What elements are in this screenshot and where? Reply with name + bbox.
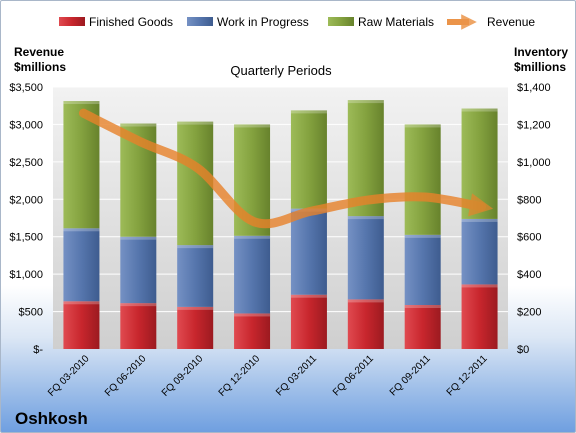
bar-raw-materials-highlight bbox=[177, 121, 214, 125]
right-tick-label: $0 bbox=[517, 344, 529, 356]
left-axis-title-line1: Revenue bbox=[14, 45, 64, 59]
bar-work-in-progress-highlight bbox=[63, 228, 100, 232]
bar-finished-goods-highlight bbox=[234, 313, 271, 317]
revenue-series-line bbox=[78, 108, 494, 229]
bar-raw-materials bbox=[404, 124, 441, 235]
bar-work-in-progress bbox=[347, 216, 384, 300]
bar-finished-goods bbox=[404, 305, 441, 349]
left-tick-label: $3,000 bbox=[9, 119, 43, 131]
bar-raw-materials-highlight bbox=[290, 110, 327, 114]
bar-work-in-progress bbox=[234, 235, 271, 314]
left-axis-title-line2: $millions bbox=[14, 60, 66, 74]
bar-work-in-progress-highlight bbox=[461, 218, 498, 222]
bar-finished-goods-highlight bbox=[177, 306, 214, 310]
category-label: FQ 03-2010 bbox=[46, 353, 92, 399]
left-tick-label: $2,500 bbox=[9, 157, 43, 169]
right-tick-label: $800 bbox=[517, 194, 541, 206]
right-axis-ticks: $0 $200 $400 $600 $800 $1,000 $1,200 $1,400 bbox=[517, 82, 551, 356]
bar-finished-goods bbox=[120, 303, 157, 349]
legend-label-revenue: Revenue bbox=[487, 15, 535, 29]
right-axis-title-line1: Inventory bbox=[514, 45, 568, 59]
left-tick-label: $- bbox=[33, 344, 43, 356]
left-tick-label: $2,000 bbox=[9, 194, 43, 206]
bars bbox=[63, 100, 498, 349]
bar-work-in-progress-highlight bbox=[404, 234, 441, 238]
category-label: FQ 12-2010 bbox=[217, 353, 263, 399]
category-label: FQ 12-2011 bbox=[445, 353, 490, 398]
legend-label-raw-materials: Raw Materials bbox=[358, 15, 434, 29]
bar-finished-goods-highlight bbox=[120, 303, 157, 307]
category-label: FQ 06-2010 bbox=[103, 353, 149, 399]
bar-finished-goods bbox=[177, 306, 214, 349]
bar-raw-materials-highlight bbox=[63, 101, 100, 105]
left-tick-label: $500 bbox=[19, 307, 43, 319]
left-tick-label: $1,000 bbox=[9, 269, 43, 281]
category-label: FQ 03-2011 bbox=[274, 353, 319, 398]
bar-work-in-progress bbox=[63, 228, 100, 302]
right-axis-title-line2: $millions bbox=[514, 60, 566, 74]
category-label: FQ 09-2011 bbox=[388, 353, 433, 398]
bar-raw-materials-highlight bbox=[234, 124, 271, 128]
bar-finished-goods-highlight bbox=[404, 305, 441, 309]
bar-work-in-progress-highlight bbox=[120, 236, 157, 240]
legend-label-work-in-progress: Work in Progress bbox=[217, 15, 309, 29]
right-tick-label: $400 bbox=[517, 269, 541, 281]
chart-title: Quarterly Periods bbox=[230, 63, 332, 78]
right-tick-label: $1,000 bbox=[517, 157, 551, 169]
bar-raw-materials bbox=[177, 121, 214, 246]
category-label: FQ 06-2011 bbox=[331, 353, 376, 398]
bar-finished-goods-highlight bbox=[63, 301, 100, 305]
legend-swatch-raw-materials bbox=[328, 17, 354, 26]
bar-raw-materials bbox=[290, 110, 327, 209]
left-axis-ticks: $- $500 $1,000 $1,500 $2,000 $2,500 $3,000 $3,5… bbox=[9, 82, 43, 356]
category-labels: FQ 03-2010 FQ 06-2010 FQ 09-2010 FQ 12-2010… bbox=[46, 353, 490, 399]
right-tick-label: $1,200 bbox=[517, 119, 551, 131]
bar-work-in-progress-highlight bbox=[347, 216, 384, 220]
bar-work-in-progress bbox=[404, 234, 441, 306]
bar-raw-materials-highlight bbox=[404, 124, 441, 128]
left-tick-label: $3,500 bbox=[9, 82, 43, 94]
bar-work-in-progress bbox=[177, 245, 214, 307]
bar-finished-goods-highlight bbox=[461, 284, 498, 288]
company-name: Oshkosh bbox=[15, 409, 88, 428]
bar-work-in-progress-highlight bbox=[177, 245, 214, 249]
right-tick-label: $1,400 bbox=[517, 82, 551, 94]
bar-raw-materials-highlight bbox=[461, 108, 498, 112]
bar-finished-goods bbox=[347, 299, 384, 349]
legend: Finished Goods Work in Progress Raw Mate… bbox=[59, 14, 535, 30]
right-tick-label: $600 bbox=[517, 232, 541, 244]
bar-raw-materials-highlight bbox=[120, 123, 157, 127]
bar-work-in-progress bbox=[120, 236, 157, 304]
bar-work-in-progress bbox=[461, 218, 498, 285]
legend-label-finished-goods: Finished Goods bbox=[89, 15, 173, 29]
bar-finished-goods-highlight bbox=[290, 294, 327, 298]
bar-finished-goods bbox=[290, 294, 327, 349]
category-label: FQ 09-2010 bbox=[160, 353, 206, 399]
revenue-line bbox=[78, 108, 494, 229]
right-tick-label: $200 bbox=[517, 307, 541, 319]
bar-finished-goods bbox=[234, 313, 271, 349]
bar-raw-materials-highlight bbox=[347, 100, 384, 104]
legend-swatch-finished-goods bbox=[59, 17, 85, 26]
bar-finished-goods bbox=[461, 284, 498, 349]
bar-finished-goods bbox=[63, 301, 100, 349]
bar-work-in-progress-highlight bbox=[234, 235, 271, 239]
legend-swatch-work-in-progress bbox=[187, 17, 213, 26]
bar-finished-goods-highlight bbox=[347, 299, 384, 303]
bar-work-in-progress bbox=[290, 208, 327, 295]
left-tick-label: $1,500 bbox=[9, 232, 43, 244]
